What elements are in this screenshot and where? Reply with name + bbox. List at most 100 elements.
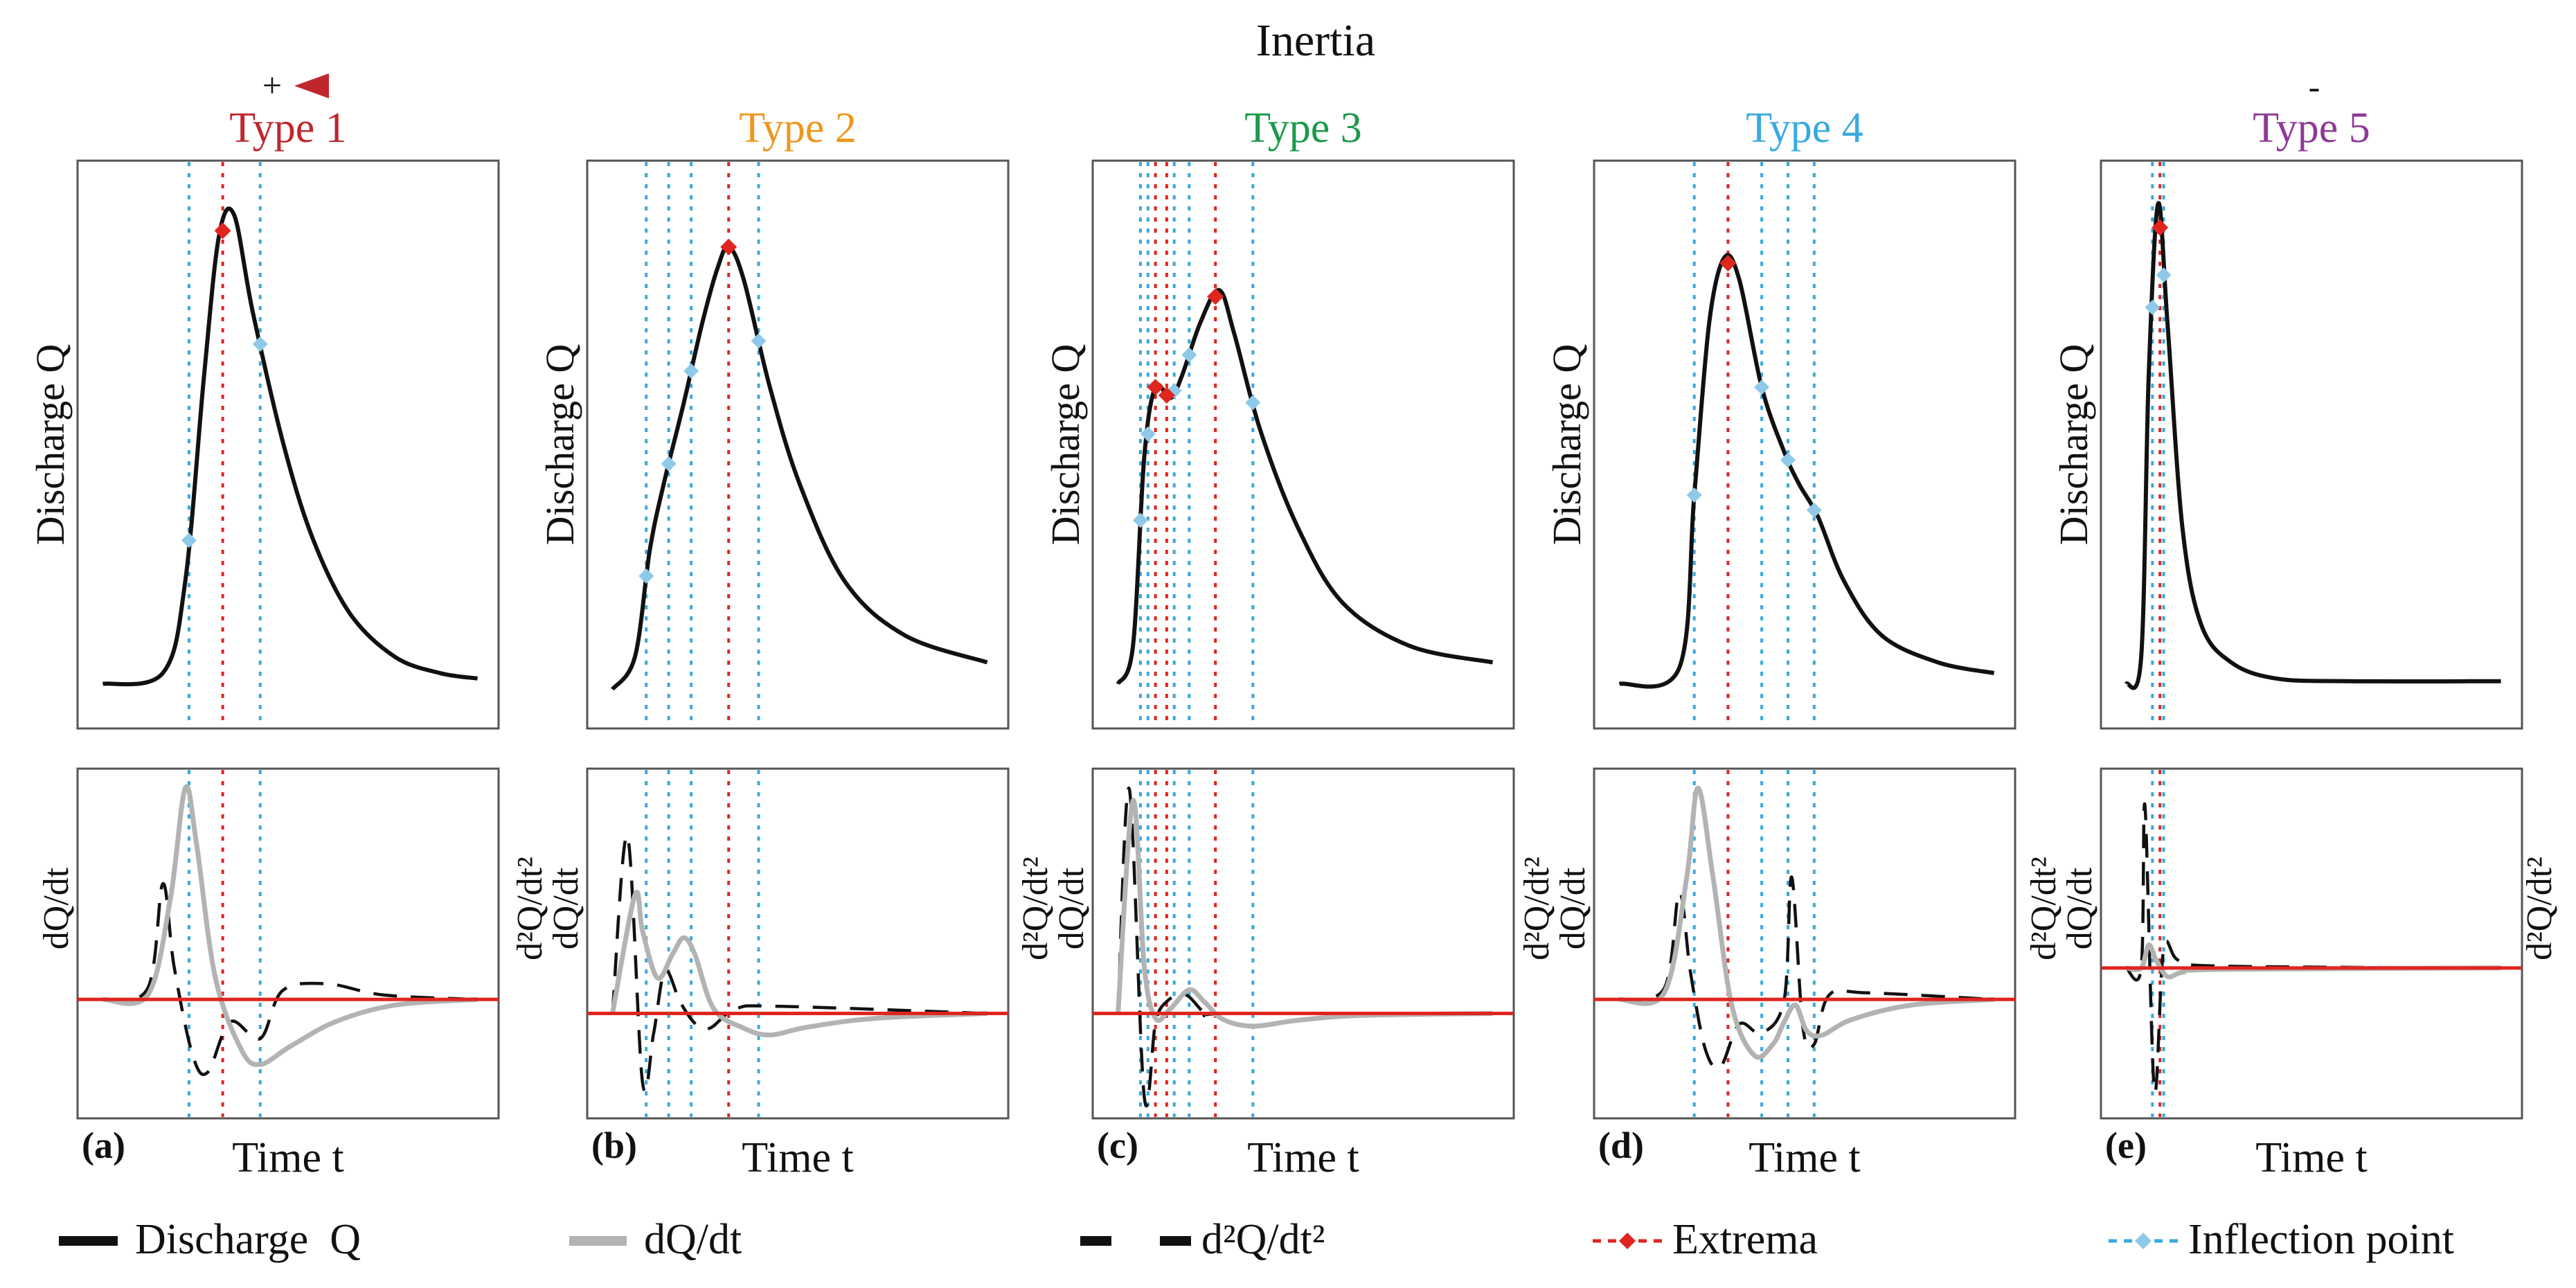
extrema-point bbox=[1158, 386, 1175, 404]
legend-label-inflection: Inflection point bbox=[2188, 1216, 2454, 1263]
discharge-line bbox=[2124, 201, 2501, 690]
inflection-point bbox=[1245, 395, 1261, 411]
dqdt-line bbox=[1116, 798, 1493, 1029]
inflection-point bbox=[2145, 299, 2161, 315]
inflection-point bbox=[2156, 267, 2172, 283]
legend-inflection-diamond bbox=[2135, 1233, 2152, 1249]
legend-item-extrema: Extrema bbox=[1593, 1216, 1818, 1263]
bottom-plot-frame bbox=[1593, 767, 2016, 1120]
extrema-point bbox=[1207, 288, 1224, 305]
bottom-y-label-dqdt: dQ/dt bbox=[546, 867, 586, 949]
panel-title: Type 3 bbox=[1244, 105, 1362, 152]
inflection-point bbox=[638, 568, 654, 584]
panel-title: Type 2 bbox=[739, 105, 857, 152]
legend-label-dqdt: dQ/dt bbox=[644, 1216, 742, 1263]
bottom-plot-frame bbox=[2100, 767, 2523, 1120]
bottom-y-label-dqdt: dQ/dt bbox=[1052, 867, 1091, 949]
top-y-label: Discharge Q bbox=[537, 344, 582, 545]
panel-label: (d) bbox=[1598, 1125, 1644, 1166]
inflection-point bbox=[661, 456, 677, 472]
x-axis-label: Time t bbox=[742, 1134, 853, 1181]
inflection-point bbox=[252, 336, 268, 352]
dqdt-line bbox=[2126, 942, 2501, 980]
bottom-plot-frame bbox=[76, 767, 500, 1120]
x-axis-label: Time t bbox=[2255, 1134, 2367, 1181]
panels: Type 1 Discharge Q dQ/dt (a) Time t Type 2 Dis… bbox=[28, 105, 2559, 1181]
inflection-point bbox=[1754, 379, 1770, 395]
legend-item-inflection: Inflection point bbox=[2109, 1216, 2454, 1263]
bottom-y-label-d2: d²Q/dt² bbox=[1517, 857, 1557, 960]
extrema-point bbox=[1719, 255, 1737, 272]
inertia-arrow-head bbox=[294, 73, 329, 98]
legend-item-dqdt: dQ/dt bbox=[569, 1216, 742, 1263]
discharge-line bbox=[102, 206, 478, 687]
panel-label: (a) bbox=[82, 1125, 125, 1166]
inflection-point bbox=[683, 363, 699, 379]
inflection-point bbox=[1132, 512, 1148, 528]
x-axis-label: Time t bbox=[232, 1134, 343, 1181]
bottom-plot-frame bbox=[586, 767, 1010, 1120]
d2qdt2-line bbox=[102, 882, 478, 1076]
dqdt-line bbox=[610, 890, 987, 1038]
discharge-line bbox=[1116, 288, 1494, 686]
x-axis-label: Time t bbox=[1247, 1134, 1359, 1181]
bottom-plot-frame bbox=[1091, 767, 1515, 1120]
top-y-label: Discharge Q bbox=[1043, 344, 1088, 545]
panel-title: Type 1 bbox=[229, 105, 347, 152]
x-axis-label: Time t bbox=[1748, 1134, 1860, 1181]
bottom-y-label-dqdt: dQ/dt bbox=[1553, 867, 1593, 949]
legend-item-discharge: Discharge Q bbox=[59, 1216, 361, 1263]
extrema-point bbox=[214, 222, 231, 240]
legend-label-discharge: Discharge Q bbox=[135, 1216, 361, 1263]
bottom-y-label-right: d²Q/dt² bbox=[2520, 857, 2559, 960]
extrema-point bbox=[720, 238, 737, 256]
legend-label-extrema: Extrema bbox=[1672, 1216, 1818, 1263]
bottom-y-label-d2: d²Q/dt² bbox=[510, 857, 550, 960]
d2qdt2-line bbox=[1618, 875, 1994, 1070]
top-plot-frame bbox=[1593, 159, 2016, 730]
panel-title: Type 5 bbox=[2253, 105, 2370, 152]
top-plot-frame bbox=[2100, 159, 2523, 730]
inertia-minus-label: - bbox=[2309, 67, 2320, 106]
d2qdt2-line bbox=[1116, 787, 1493, 1107]
d2qdt2-line bbox=[2125, 802, 2501, 1094]
panel-label: (b) bbox=[591, 1125, 637, 1166]
top-plot-frame bbox=[586, 159, 1010, 730]
inflection-point bbox=[1806, 502, 1822, 518]
bottom-y-label-dqdt: dQ/dt bbox=[2060, 867, 2100, 949]
panel-label: (e) bbox=[2105, 1125, 2147, 1166]
panel-title: Type 4 bbox=[1746, 105, 1863, 152]
panel-label: (c) bbox=[1097, 1125, 1138, 1166]
top-y-label: Discharge Q bbox=[28, 344, 73, 545]
top-y-label: Discharge Q bbox=[1544, 344, 1589, 545]
inflection-point bbox=[1181, 347, 1197, 363]
legend-extrema-diamond bbox=[1619, 1233, 1636, 1249]
inertia-plus-label: + bbox=[262, 66, 282, 105]
top-y-label: Discharge Q bbox=[2051, 344, 2096, 545]
bottom-y-label-dqdt: dQ/dt bbox=[37, 867, 76, 949]
legend-item-d2qdt2: d²Q/dt² bbox=[1080, 1216, 1325, 1263]
inflection-point bbox=[1686, 487, 1702, 503]
discharge-line bbox=[1618, 253, 1995, 689]
bottom-y-label-d2: d²Q/dt² bbox=[2024, 857, 2064, 960]
extrema-point bbox=[1147, 379, 1164, 396]
top-plot-frame bbox=[76, 159, 500, 730]
top-plot-frame bbox=[1091, 159, 1515, 730]
inflection-point bbox=[1140, 426, 1156, 442]
dqdt-line bbox=[1618, 785, 1994, 1060]
inertia-title: Inertia bbox=[1256, 15, 1375, 66]
inflection-point bbox=[751, 333, 767, 349]
inflection-point bbox=[181, 533, 197, 548]
panel-1: Type 1 Discharge Q dQ/dt (a) Time t bbox=[28, 105, 500, 1181]
dqdt-line bbox=[102, 784, 478, 1067]
legend: Discharge Q dQ/dt d²Q/dt² Extrema Inflec… bbox=[59, 1216, 2454, 1263]
bottom-y-label-d2: d²Q/dt² bbox=[1016, 857, 1055, 960]
extrema-point bbox=[2152, 219, 2169, 236]
inflection-point bbox=[1780, 452, 1796, 468]
legend-label-d2qdt2: d²Q/dt² bbox=[1201, 1216, 1325, 1263]
